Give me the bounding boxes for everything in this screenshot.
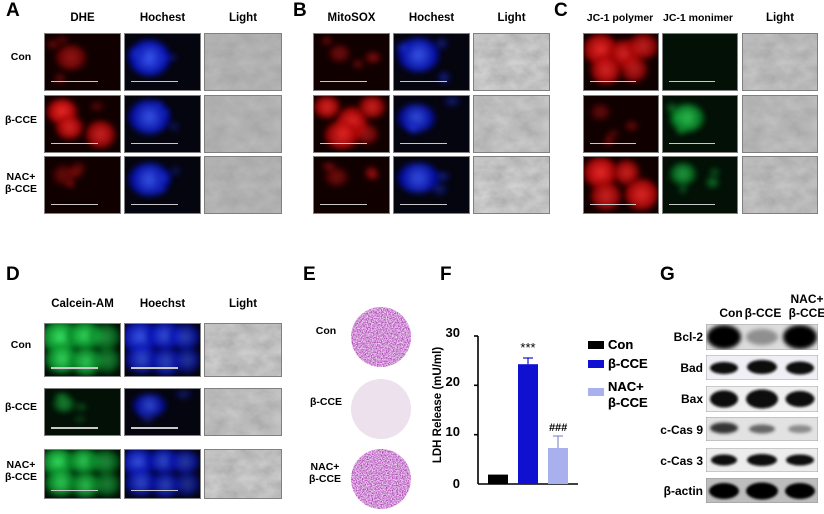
svg-text:###: ### [549, 422, 568, 434]
svg-text:***: *** [520, 340, 535, 355]
